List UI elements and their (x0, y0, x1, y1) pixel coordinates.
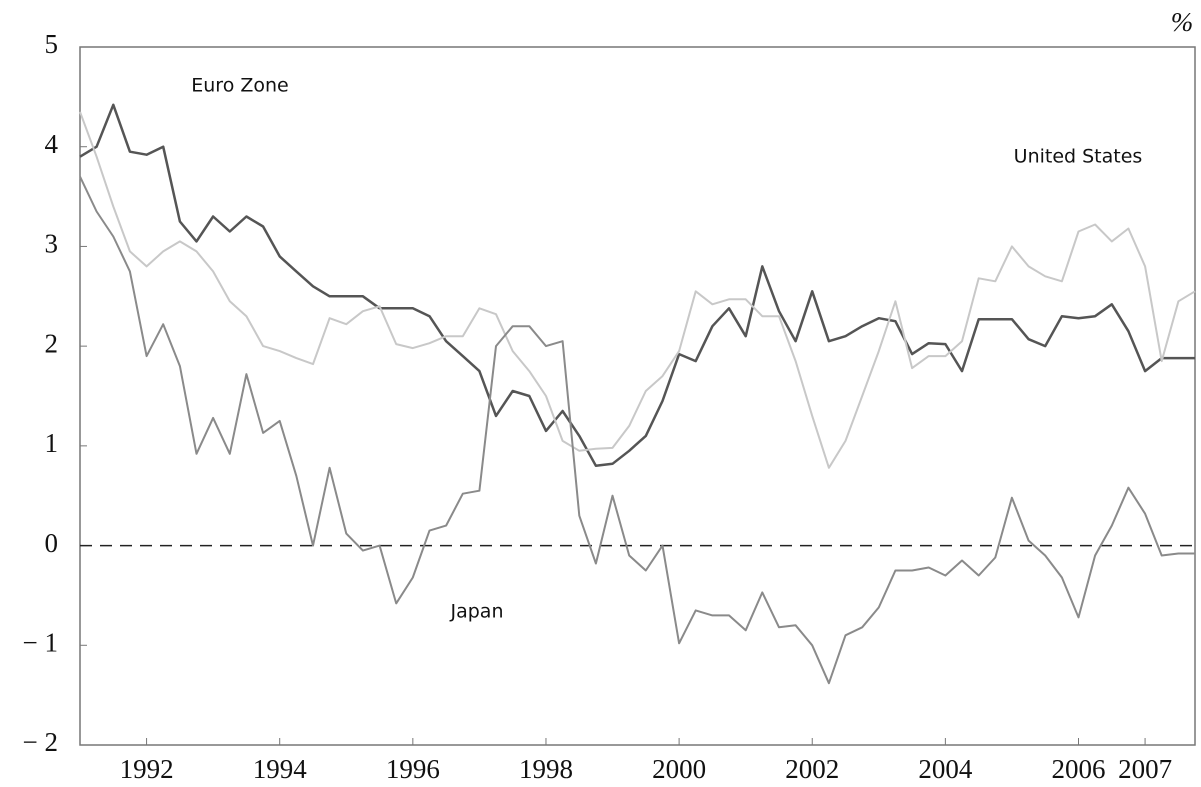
y-tick-label: 1 (45, 428, 59, 458)
unit-label: % (1171, 7, 1194, 37)
plot-frame (79, 46, 1196, 746)
y-tick-label: 4 (45, 129, 59, 159)
y-tick-label: − 2 (23, 727, 58, 757)
series-line (79, 176, 1195, 685)
series-annotation: Japan (450, 601, 504, 623)
x-tick-label: 1994 (253, 754, 308, 784)
y-tick-label: 2 (45, 328, 59, 358)
y-tick-label: 0 (45, 528, 59, 558)
x-tick-label: 2004 (918, 754, 973, 784)
y-tick-label: − 1 (23, 627, 58, 657)
y-tick-label: 5 (45, 29, 59, 59)
x-tick-label: 2006 (1052, 754, 1106, 784)
x-tick-label: 1996 (386, 754, 440, 784)
series-annotation: Euro Zone (191, 75, 288, 97)
x-tick-label: 2007 (1118, 754, 1172, 784)
x-tick-label: 2002 (785, 754, 839, 784)
x-tick-label: 2000 (652, 754, 706, 784)
series-annotation: United States (1014, 146, 1143, 168)
x-tick-label: 1998 (519, 754, 573, 784)
y-tick-label: 3 (45, 229, 59, 259)
series-line (79, 111, 1196, 469)
x-tick-label: 1992 (120, 754, 174, 784)
series-line (79, 103, 1195, 468)
